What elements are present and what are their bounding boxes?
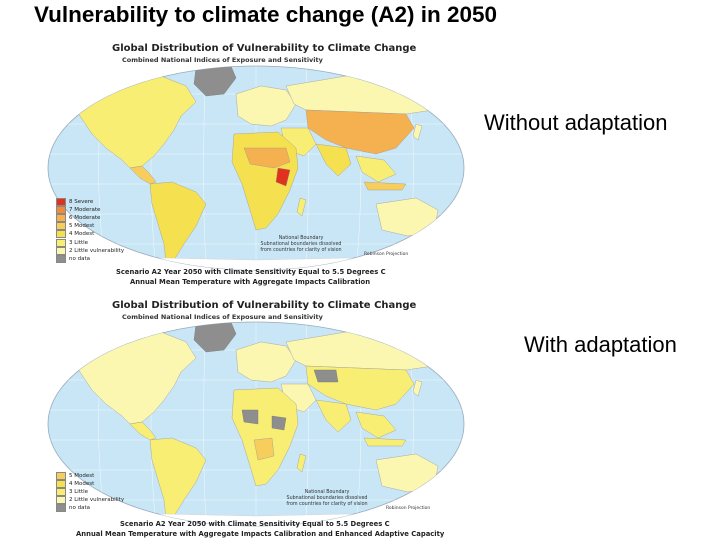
legend-swatch (56, 238, 66, 247)
legend-label: 4 Modest (69, 481, 95, 488)
legend-item: 2 Little vulnerability (56, 246, 125, 255)
legend-label: 6 Moderate (69, 215, 101, 222)
legend-item: 5 Modest (56, 222, 124, 231)
legend-item: 8 Severe (56, 198, 124, 207)
world-map-without-adaptation (47, 65, 465, 271)
legend-item: 4 Modest (56, 230, 124, 239)
legend-item: no data (56, 504, 124, 513)
boundary-note: National Boundary Subnational boundaries… (272, 490, 382, 508)
slide-title: Vulnerability to climate change (A2) in … (34, 2, 498, 27)
legend-swatch (56, 488, 66, 497)
greenland (193, 322, 237, 353)
map-subtitle: Combined National Indices of Exposure an… (122, 313, 323, 321)
indonesia (363, 181, 407, 191)
legend-label: 3 Little (69, 239, 89, 246)
europe (235, 341, 297, 383)
russia (285, 331, 452, 371)
russia (285, 75, 452, 115)
legend-swatch (56, 254, 66, 263)
map-title: Global Distribution of Vulnerability to … (112, 300, 417, 311)
legend-item: 2 Little vulnerability (56, 496, 125, 505)
map-caption-line-1: Scenario A2 Year 2050 with Climate Sensi… (120, 520, 390, 528)
new-zealand (442, 233, 453, 249)
legend-item: 7 Moderate (56, 206, 124, 215)
label-with-adaptation: With adaptation (524, 332, 677, 357)
legend-swatch (56, 222, 66, 231)
map-panel-with-adaptation: Global Distribution of Vulnerability to … (46, 296, 466, 546)
map-caption-line-2: Annual Mean Temperature with Aggregate I… (130, 278, 371, 286)
africa-no-data-2 (271, 415, 287, 431)
africa-modest (253, 437, 275, 461)
legend-label: 5 Modest (69, 473, 95, 480)
indonesia (363, 437, 407, 447)
sahel-region (243, 147, 291, 169)
legend: 5 Modest 4 Modest 3 Little 2 Little vuln… (56, 472, 125, 513)
greenland (193, 66, 237, 97)
legend-label: 5 Modest (69, 223, 95, 230)
legend-swatch (56, 198, 66, 207)
south-asia (315, 143, 352, 177)
projection-note: Robinson Projection (364, 252, 409, 257)
legend-swatch (56, 504, 66, 513)
legend-label: 2 Little vulnerability (69, 247, 125, 254)
projection-note: Robinson Projection (386, 506, 431, 511)
legend-swatch (56, 230, 66, 239)
legend-swatch (56, 214, 66, 223)
legend-item: 5 Modest (56, 472, 124, 481)
south-asia (315, 399, 352, 433)
central-america (129, 165, 157, 185)
boundary-line-1: National Boundary (278, 236, 324, 241)
world-map-with-adaptation (47, 321, 465, 527)
legend-item: no data (56, 254, 124, 263)
legend-swatch (56, 480, 66, 489)
new-zealand (442, 489, 453, 505)
southeast-asia (355, 155, 397, 183)
madagascar (296, 197, 307, 217)
legend: 8 Severe 7 Moderate 6 Moderate 5 Modest … (56, 198, 124, 263)
east-africa-severe (275, 167, 291, 187)
legend-label: no data (69, 505, 90, 512)
legend-item: 4 Modest (56, 480, 124, 489)
central-asia-no-data (313, 369, 339, 383)
boundary-note: National Boundary Subnational boundaries… (246, 236, 356, 254)
legend-swatch (56, 472, 66, 481)
legend-label: no data (69, 255, 90, 262)
map-caption-line-1: Scenario A2 Year 2050 with Climate Sensi… (116, 268, 386, 276)
central-america (129, 421, 157, 441)
boundary-line-3: from countries for clarity of vision (286, 502, 368, 507)
south-america (149, 181, 207, 263)
map-subtitle: Combined National Indices of Exposure an… (122, 56, 323, 64)
south-america (149, 437, 207, 519)
boundary-line-2: Subnational boundaries dissolved (260, 242, 342, 247)
boundary-line-1: National Boundary (304, 490, 350, 495)
boundary-line-3: from countries for clarity of vision (260, 248, 342, 253)
boundary-line-2: Subnational boundaries dissolved (286, 496, 368, 501)
legend-label: 3 Little (69, 489, 89, 496)
madagascar (296, 453, 307, 473)
asia-moderate (305, 109, 415, 155)
southeast-asia (355, 411, 397, 439)
legend-item: 3 Little (56, 238, 124, 247)
legend-label: 7 Moderate (69, 207, 101, 214)
japan (412, 379, 423, 397)
map-title: Global Distribution of Vulnerability to … (112, 43, 417, 54)
legend-item: 3 Little (56, 488, 124, 497)
legend-label: 4 Modest (69, 231, 95, 238)
europe (235, 85, 297, 127)
legend-label: 8 Severe (69, 199, 94, 206)
japan (412, 123, 423, 141)
label-without-adaptation: Without adaptation (484, 110, 668, 135)
map-panel-without-adaptation: Global Distribution of Vulnerability to … (46, 40, 466, 296)
legend-item: 6 Moderate (56, 214, 124, 223)
map-caption-line-2: Annual Mean Temperature with Aggregate I… (76, 530, 445, 538)
legend-swatch (56, 206, 66, 215)
legend-label: 2 Little vulnerability (69, 497, 125, 504)
africa-no-data-1 (241, 409, 259, 425)
legend-swatch (56, 496, 66, 505)
legend-swatch (56, 246, 66, 255)
